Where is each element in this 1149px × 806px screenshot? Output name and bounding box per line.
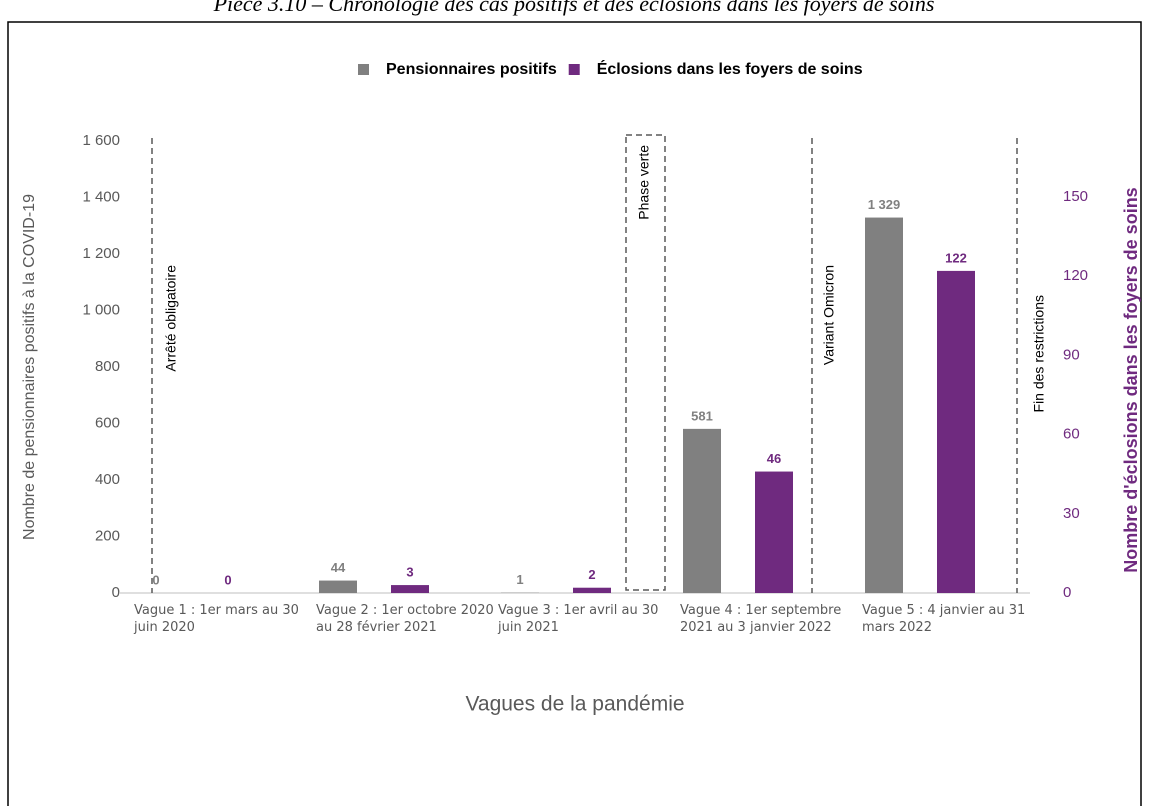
y-tick-label: 600: [95, 414, 120, 431]
y-tick-label: 400: [95, 471, 120, 488]
legend-swatch: [358, 64, 369, 75]
y-tick-label: 0: [112, 584, 120, 601]
annotation: Variant Omicron: [821, 265, 837, 365]
bar: [937, 270, 975, 593]
legend-swatch: [568, 64, 580, 75]
value-label: 581: [691, 408, 713, 423]
phase-box: [625, 134, 666, 591]
bar: [755, 471, 793, 593]
x-tick-label: Vague 3 : 1er avril au 30 juin 2021: [498, 603, 659, 635]
annotation: Fin des restrictions: [1031, 295, 1047, 412]
value-label: 122: [945, 250, 967, 265]
x-tick-label: Vague 5 : 4 janvier au 31 mars 2022: [862, 603, 1026, 635]
value-label: 1: [516, 572, 523, 587]
y2-tick-label: 120: [1063, 267, 1088, 284]
y2-tick-label: 0: [1063, 584, 1071, 601]
frame: [7, 21, 1142, 806]
value-label: 0: [224, 572, 231, 587]
y2-axis-title: Nombre d'éclosions dans les foyers de so…: [1121, 187, 1141, 572]
x-tick-label: Vague 2 : 1er octobre 2020 au 28 février…: [316, 603, 494, 635]
bar: [391, 585, 429, 593]
x-tick-label: Vague 4 : 1er septembre 2021 au 3 janvie…: [680, 603, 842, 635]
value-label: 44: [331, 560, 346, 575]
y2-tick-label: 90: [1063, 346, 1080, 363]
legend-label: Pensionnaires positifs: [386, 61, 557, 78]
bar: [683, 428, 721, 593]
y-tick-label: 1 400: [82, 188, 120, 205]
x-axis-title: Vagues de la pandémie: [465, 693, 684, 716]
y2-tick-label: 30: [1063, 505, 1080, 522]
value-label: 3: [406, 565, 413, 580]
y-axis-title: Nombre de pensionnaires positifs à la CO…: [21, 194, 38, 540]
annotation: Arrêté obligatoire: [163, 265, 179, 372]
value-label: 0: [152, 572, 159, 587]
y2-tick-label: 60: [1063, 426, 1080, 443]
value-label: 46: [767, 451, 781, 466]
y-tick-label: 1 600: [82, 132, 120, 149]
value-label: 1 329: [868, 197, 901, 212]
annotation: Phase verte: [636, 145, 652, 220]
bar: [573, 587, 611, 593]
y-tick-label: 1 200: [82, 245, 120, 262]
y-tick-label: 200: [95, 527, 120, 544]
x-tick-label: Vague 1 : 1er mars au 30 juin 2020: [134, 603, 299, 635]
y-tick-label: 800: [95, 358, 120, 375]
chart-title: Pièce 3.10 – Chronologie des cas positif…: [213, 0, 935, 16]
value-label: 2: [588, 567, 595, 582]
legend-label: Éclosions dans les foyers de soins: [597, 59, 863, 78]
y-tick-label: 1 000: [82, 301, 120, 318]
bar: [319, 580, 357, 593]
y2-tick-label: 150: [1063, 188, 1088, 205]
bar: [865, 217, 903, 593]
